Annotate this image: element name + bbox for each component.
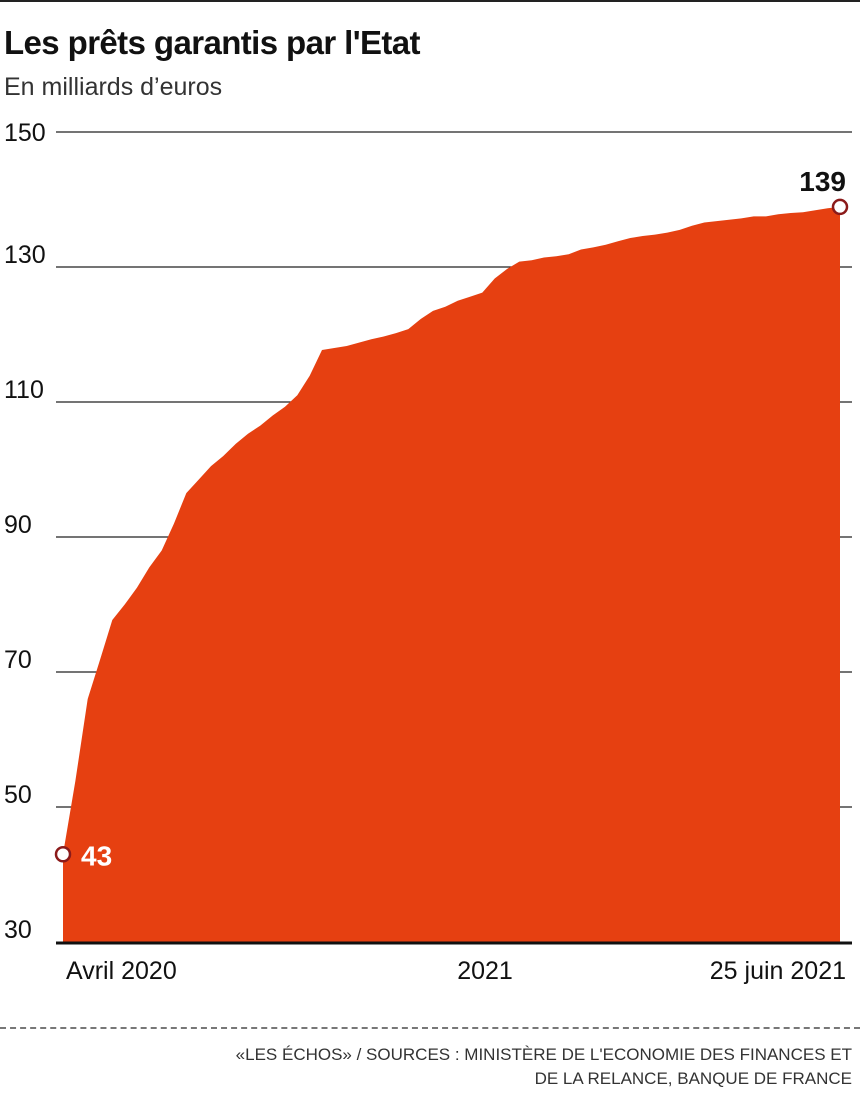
- area-chart: 30 50 70 90 110 130 150 Avril 2020 2021 25 juin …: [4, 119, 852, 985]
- x-tick-label-1: Avril 2020: [66, 957, 177, 985]
- y-tick-label-90: 90: [4, 511, 32, 539]
- source-line-2: DE LA RELANCE, BANQUE DE FRANCE: [534, 1069, 852, 1088]
- source-line-1: «LES ÉCHOS» / SOURCES : MINISTÈRE DE L'E…: [235, 1045, 852, 1064]
- y-tick-label-30: 30: [4, 916, 32, 944]
- area-series: [63, 206, 840, 942]
- start-value-label: 43: [81, 840, 112, 871]
- y-tick-label-150: 150: [4, 119, 46, 147]
- y-tick-label-50: 50: [4, 781, 32, 809]
- chart-title: Les prêts garantis par l'Etat: [4, 24, 421, 61]
- source-note: «LES ÉCHOS» / SOURCES : MINISTÈRE DE L'E…: [132, 1043, 852, 1091]
- top-rule: [0, 0, 860, 2]
- footer-divider: [0, 1027, 860, 1029]
- end-marker: [831, 198, 849, 216]
- y-tick-label-110: 110: [4, 376, 44, 404]
- x-tick-label-3: 25 juin 2021: [710, 957, 846, 985]
- value-markers: 43 139: [54, 166, 849, 871]
- y-axis-labels: 30 50 70 90 110 130 150: [4, 119, 46, 944]
- chart-subtitle: En milliards d’euros: [4, 73, 223, 101]
- y-tick-label-70: 70: [4, 646, 32, 674]
- x-axis-labels: Avril 2020 2021 25 juin 2021: [66, 957, 846, 985]
- start-marker: [54, 846, 72, 863]
- x-tick-label-2: 2021: [457, 957, 513, 985]
- end-value-label: 139: [799, 166, 846, 197]
- y-tick-label-130: 130: [4, 241, 46, 269]
